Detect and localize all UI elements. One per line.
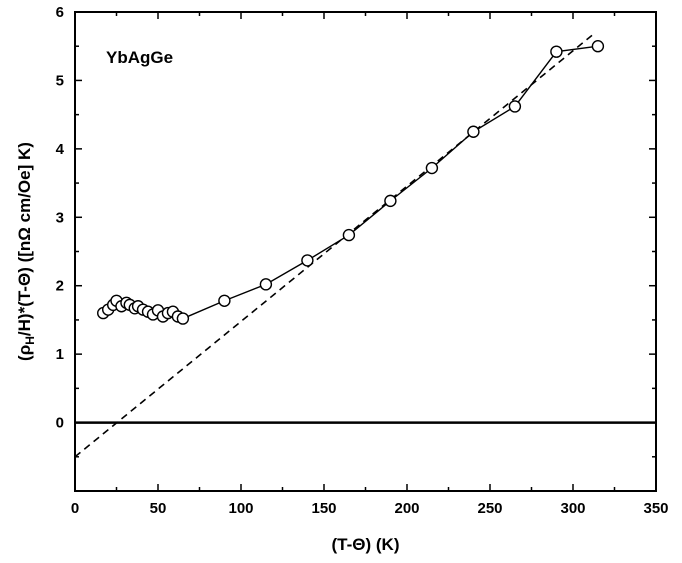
x-tick-label: 350	[643, 500, 668, 517]
data-point	[301, 254, 314, 267]
data-point	[591, 40, 605, 53]
sample-annotation: YbAgGe	[106, 48, 173, 67]
y-tick-label: 0	[56, 415, 64, 432]
data-point	[550, 45, 563, 58]
y-axis-title: (ρH/H)*(T-Θ) ([nΩ cm/Oe] K)	[15, 142, 37, 361]
x-tick-label: 150	[311, 500, 336, 517]
x-tick-label: 250	[477, 500, 502, 517]
y-axis-title-rest: /H)*(T-Θ) ([nΩ cm/Oe] K)	[15, 142, 34, 336]
y-axis-title-subscript: H	[23, 336, 37, 345]
y-tick-label: 3	[56, 209, 64, 226]
data-point	[218, 294, 231, 307]
data-point	[384, 194, 397, 208]
x-axis-title: (T-Θ) (K)	[332, 535, 400, 554]
y-tick-label: 5	[56, 72, 64, 89]
linear-fit-line	[74, 33, 594, 458]
y-tick-label: 2	[56, 278, 64, 295]
data-point	[425, 161, 439, 175]
axis-ticks	[74, 11, 657, 492]
x-tick-label: 200	[394, 500, 419, 517]
y-tick-label: 1	[56, 346, 64, 363]
data-point	[467, 125, 480, 138]
axis-tick-labels: 0 50 100 150 200 250 300 350 0 1 2 3 4 5 6	[56, 4, 669, 517]
data-point	[176, 312, 190, 325]
data-points	[97, 40, 605, 325]
x-tick-label: 0	[71, 500, 79, 517]
y-tick-label: 6	[56, 4, 64, 21]
data-point	[259, 278, 273, 291]
data-point	[342, 228, 356, 242]
data-series-line	[102, 45, 598, 320]
data-point	[508, 100, 522, 113]
y-axis-title-open: (ρ	[15, 345, 34, 361]
plot-frame	[74, 11, 657, 492]
x-tick-label: 100	[228, 500, 253, 517]
x-tick-label: 50	[150, 500, 167, 517]
y-tick-label: 4	[56, 141, 65, 158]
x-tick-label: 300	[560, 500, 585, 517]
